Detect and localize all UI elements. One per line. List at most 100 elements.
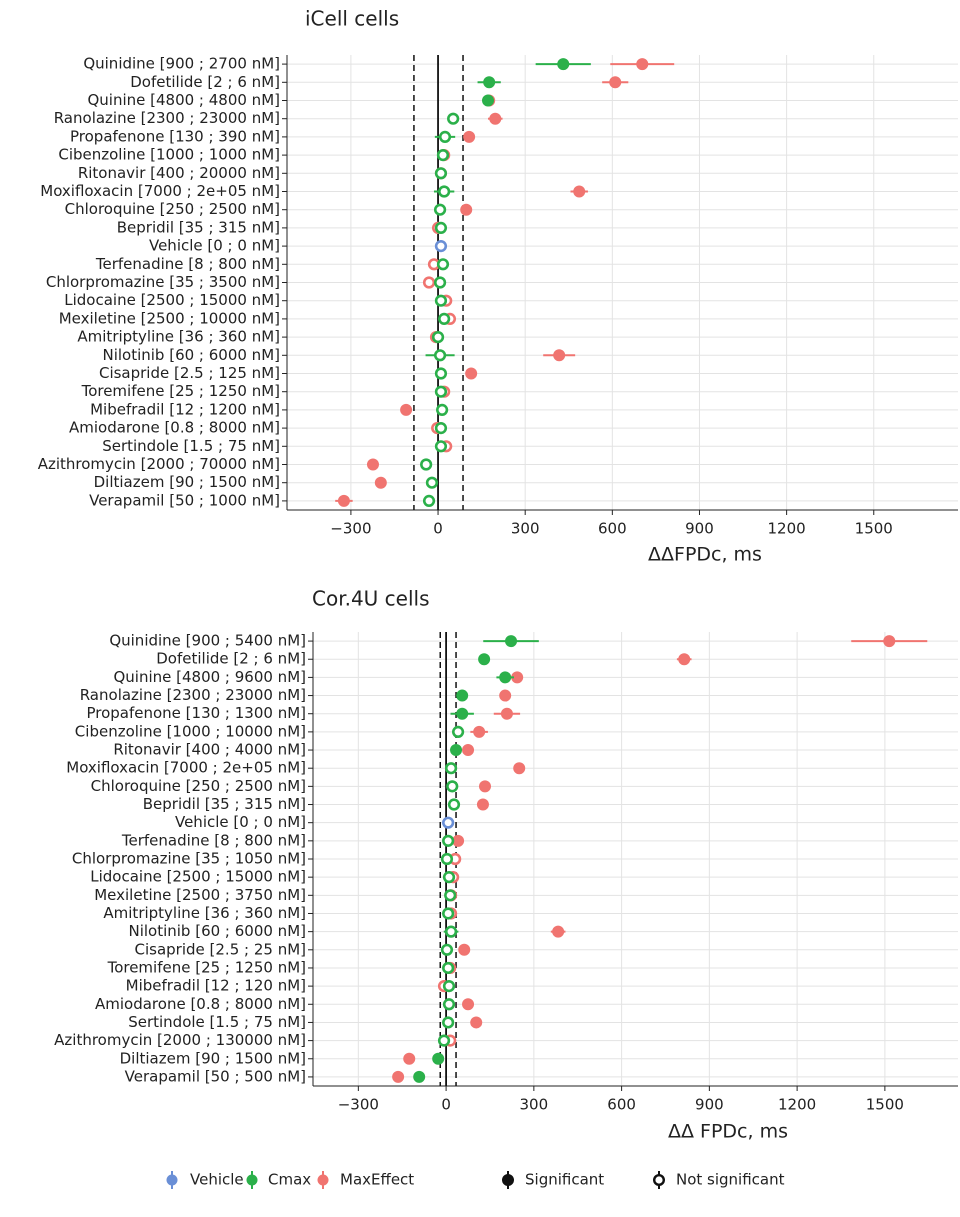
point [442,980,456,993]
point [431,331,445,344]
legend-swatch [246,1174,258,1186]
y-tick-label: Chloroquine [250 ; 2500 nM] [91,777,306,795]
y-tick-label: Terfenadine [8 ; 800 nM] [121,831,306,849]
y-tick-label: Nilotinib [60 ; 6000 nM] [102,346,280,364]
point [446,780,459,793]
point [433,203,447,216]
point [438,185,451,198]
point [400,403,413,416]
y-tick-label: Chlorpromazine [35 ; 1050 nM] [72,850,306,868]
y-tick-label: Moxifloxacin [7000 ; 2e+05 nM] [40,182,280,200]
point [451,725,465,738]
point [403,1052,416,1065]
point [442,816,455,829]
point [436,258,450,271]
x-tick-label: −300 [338,1096,379,1114]
point [609,76,622,89]
point [553,349,566,362]
y-tick-label: Lidocaine [2500 ; 15000 nM] [90,868,306,886]
y-tick-label: Amiodarone [0.8 ; 8000 nM] [69,419,280,437]
point [463,130,476,143]
x-tick-label: 900 [685,520,714,538]
legend-label: Significant [525,1171,604,1189]
y-tick-label: Amiodarone [0.8 ; 8000 nM] [95,995,306,1013]
y-tick-label: Propafenone [130 ; 1300 nM] [86,704,306,722]
point [462,998,475,1011]
x-tick-label: 1500 [866,1096,904,1114]
y-tick-label: Verapamil [50 ; 500 nM] [125,1067,306,1085]
point [513,762,526,775]
point [433,276,447,289]
y-tick-label: Ranolazine [2300 ; 23000 nM] [54,109,280,127]
point [437,1034,451,1047]
legend-label: Not significant [676,1171,785,1189]
y-tick-label: Quinine [4800 ; 4800 nM] [87,91,280,109]
chart-title: Cor.4U cells [312,587,430,611]
x-tick-label: 300 [511,520,540,538]
legend-label: Vehicle [190,1171,244,1189]
y-tick-label: Amitriptyline [36 ; 360 nM] [77,328,280,346]
point [438,312,451,326]
point [552,925,565,938]
point [434,221,448,234]
legend-swatch [502,1174,514,1186]
point [573,185,586,198]
x-tick-label: −300 [330,520,371,538]
y-tick-label: Azithromycin [2000 ; 70000 nM] [38,455,280,473]
point [482,94,495,107]
point [434,294,448,307]
point [432,1052,445,1065]
y-tick-label: Lidocaine [2500 ; 15000 nM] [64,291,280,309]
point [420,458,433,471]
point [392,1070,405,1083]
x-tick-label: 1200 [778,1096,816,1114]
y-tick-label: Verapamil [50 ; 1000 nM] [89,491,280,509]
x-tick-label: 1500 [855,520,893,538]
point [444,889,457,902]
y-tick-label: Vehicle [0 ; 0 nM] [175,813,306,831]
point [442,998,456,1011]
y-tick-label: Quinidine [900 ; 2700 nM] [83,55,280,73]
point [434,167,448,180]
y-tick-label: Amitriptyline [36 ; 360 nM] [103,904,306,922]
point [436,403,449,417]
x-axis-label: ΔΔ FPDc, ms [668,1121,788,1143]
y-tick-label: Dofetilide [2 ; 6 nM] [156,650,306,668]
y-tick-label: Chloroquine [250 ; 2500 nM] [65,200,280,218]
y-tick-label: Quinine [4800 ; 9600 nM] [113,668,306,686]
point [436,149,450,162]
legend-label: Cmax [268,1171,311,1189]
chart-title: iCell cells [305,7,399,31]
x-axis-label: ΔΔFPDc, ms [648,544,762,566]
point [444,925,458,938]
point [422,276,436,289]
y-tick-label: Mibefradil [12 ; 1200 nM] [90,400,280,418]
point [473,725,486,738]
point [434,367,448,380]
y-tick-label: Cisapride [2.5 ; 125 nM] [99,364,280,382]
y-tick-label: Cibenzoline [1000 ; 1000 nM] [58,146,280,164]
point [460,203,473,216]
y-tick-label: Terfenadine [8 ; 800 nM] [95,255,280,273]
point [500,707,513,720]
point [442,961,455,975]
y-tick-label: Nilotinib [60 ; 6000 nM] [128,922,306,940]
y-tick-label: Cibenzoline [1000 ; 10000 nM] [75,722,306,740]
x-tick-label: 300 [520,1096,549,1114]
point [440,943,454,956]
y-tick-label: Toremifene [25 ; 1250 nM] [107,958,306,976]
point [557,58,570,71]
point [450,744,463,757]
y-tick-label: Bepridil [35 ; 315 nM] [117,218,280,236]
point [456,689,469,702]
y-tick-label: Bepridil [35 ; 315 nM] [143,795,306,813]
point [458,943,471,956]
point [442,907,455,920]
point [434,240,448,253]
point [442,871,456,884]
point [678,653,691,666]
y-tick-label: Dofetilide [2 ; 6 nM] [130,73,280,91]
y-tick-label: Toremifene [25 ; 1250 nM] [81,382,280,400]
legend-swatch [166,1174,178,1186]
y-tick-label: Ritonavir [400 ; 4000 nM] [113,741,306,759]
